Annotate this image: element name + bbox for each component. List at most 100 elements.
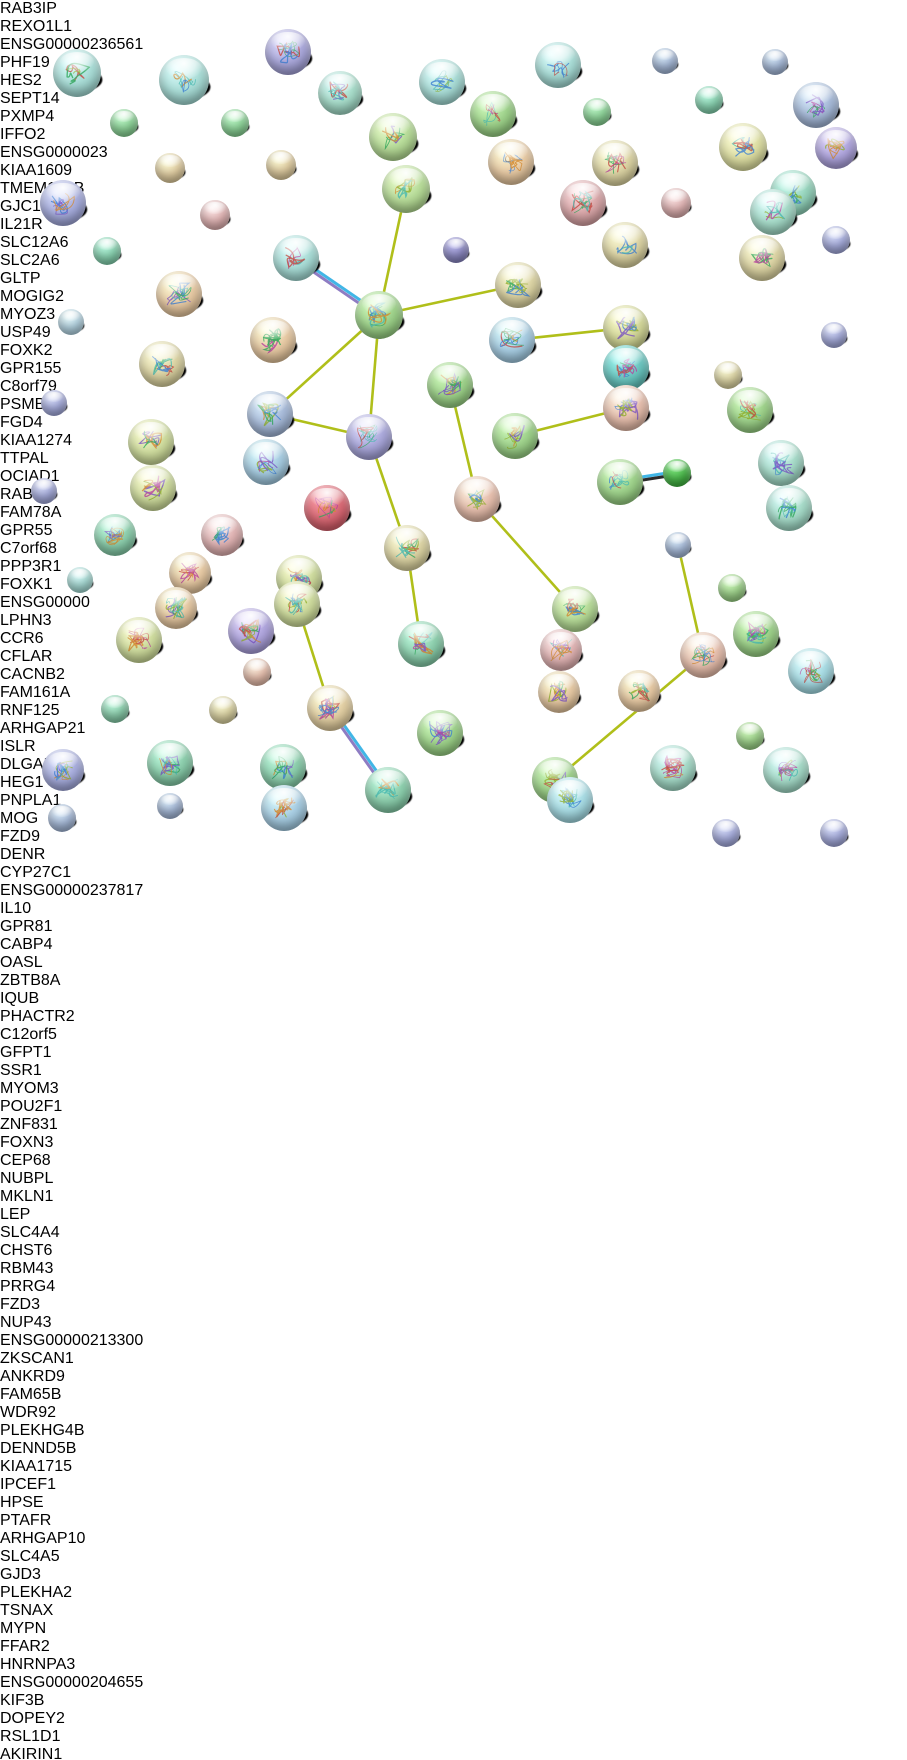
node-sphere[interactable]: [365, 767, 411, 813]
node-sphere[interactable]: [766, 485, 812, 531]
node-sphere[interactable]: [739, 235, 785, 281]
node-sphere[interactable]: [250, 317, 296, 363]
edge-ANKRD9-SLC4A5[interactable]: [568, 666, 690, 769]
node-sphere[interactable]: [419, 59, 465, 105]
node-sphere[interactable]: [93, 237, 121, 265]
node-sphere[interactable]: [718, 574, 746, 602]
node-sphere[interactable]: [355, 291, 403, 339]
node-sphere[interactable]: [384, 525, 430, 571]
node-sphere[interactable]: [40, 180, 86, 226]
edge-PTAFR-FFAR2[interactable]: [338, 723, 378, 777]
node-sphere[interactable]: [346, 414, 392, 460]
node-sphere[interactable]: [260, 744, 306, 790]
node-sphere[interactable]: [663, 459, 691, 487]
edge-SLC4A4-ANKRD9[interactable]: [679, 555, 701, 637]
edge-GFPT1-SSR1[interactable]: [638, 474, 667, 483]
edge-POU2F1-FZD3[interactable]: [488, 512, 564, 596]
node-sphere[interactable]: [159, 55, 209, 105]
edge-PTAFR-FFAR2[interactable]: [340, 721, 380, 775]
node-sphere[interactable]: [763, 747, 809, 793]
edge-PRRG4-PTAFR[interactable]: [301, 621, 326, 691]
edge-CCR6-MOG[interactable]: [283, 327, 366, 403]
node-sphere[interactable]: [727, 387, 773, 433]
node-sphere[interactable]: [130, 465, 176, 511]
edge-GFPT1-SSR1[interactable]: [638, 471, 666, 479]
node-sphere[interactable]: [94, 514, 136, 556]
node-sphere[interactable]: [382, 165, 430, 213]
node-sphere[interactable]: [680, 632, 726, 678]
node-sphere[interactable]: [762, 49, 788, 75]
node-sphere[interactable]: [652, 48, 678, 74]
node-sphere[interactable]: [369, 113, 417, 161]
node-sphere[interactable]: [157, 793, 183, 819]
node-sphere[interactable]: [427, 362, 473, 408]
edge-GPR81-DENR[interactable]: [532, 411, 609, 433]
node-sphere[interactable]: [583, 98, 611, 126]
node-sphere[interactable]: [398, 621, 444, 667]
node-sphere[interactable]: [169, 552, 211, 594]
node-sphere[interactable]: [492, 413, 538, 459]
node-sphere[interactable]: [821, 322, 847, 348]
node-sphere[interactable]: [470, 91, 516, 137]
node-sphere[interactable]: [560, 180, 606, 226]
node-sphere[interactable]: [535, 42, 581, 88]
node-sphere[interactable]: [58, 309, 84, 335]
node-sphere[interactable]: [139, 341, 185, 387]
node-sphere[interactable]: [495, 262, 541, 308]
node-sphere[interactable]: [274, 581, 320, 627]
node-sphere[interactable]: [661, 188, 691, 218]
edge-FOXK2-CCR6[interactable]: [381, 207, 404, 297]
node-sphere[interactable]: [597, 459, 643, 505]
node-sphere[interactable]: [712, 819, 740, 847]
node-sphere[interactable]: [266, 150, 296, 180]
edge-MOG-IL10[interactable]: [288, 417, 351, 434]
node-sphere[interactable]: [793, 82, 839, 128]
node-sphere[interactable]: [750, 189, 796, 235]
node-sphere[interactable]: [221, 109, 249, 137]
edge-GPR55-CCR6[interactable]: [309, 268, 363, 307]
node-sphere[interactable]: [820, 819, 848, 847]
node-sphere[interactable]: [454, 476, 500, 522]
node-sphere[interactable]: [155, 587, 197, 629]
node-sphere[interactable]: [665, 532, 691, 558]
node-sphere[interactable]: [273, 235, 319, 281]
node-sphere[interactable]: [200, 200, 230, 230]
node-sphere[interactable]: [650, 745, 696, 791]
node-sphere[interactable]: [540, 629, 582, 671]
node-sphere[interactable]: [155, 153, 185, 183]
node-sphere[interactable]: [110, 109, 138, 137]
node-sphere[interactable]: [228, 608, 274, 654]
node-sphere[interactable]: [719, 123, 767, 171]
node-sphere[interactable]: [758, 440, 804, 486]
node-sphere[interactable]: [695, 86, 723, 114]
node-sphere[interactable]: [304, 485, 350, 531]
node-sphere[interactable]: [265, 29, 311, 75]
edge-LEP-ECE1[interactable]: [408, 566, 420, 626]
node-sphere[interactable]: [209, 696, 237, 724]
node-sphere[interactable]: [714, 361, 742, 389]
node-sphere[interactable]: [443, 237, 469, 263]
node-sphere[interactable]: [603, 305, 649, 351]
node-sphere[interactable]: [243, 439, 289, 485]
node-sphere[interactable]: [822, 226, 850, 254]
node-sphere[interactable]: [53, 49, 101, 97]
node-sphere[interactable]: [201, 514, 243, 556]
node-sphere[interactable]: [42, 749, 84, 791]
node-sphere[interactable]: [603, 345, 649, 391]
node-sphere[interactable]: [788, 648, 834, 694]
node-sphere[interactable]: [116, 617, 162, 663]
node-sphere[interactable]: [156, 271, 202, 317]
node-sphere[interactable]: [243, 658, 271, 686]
node-sphere[interactable]: [261, 785, 307, 831]
edge-FZD9-POU2F1[interactable]: [453, 403, 474, 481]
edge-CCR6-CFLAR[interactable]: [397, 287, 500, 313]
node-sphere[interactable]: [247, 391, 293, 437]
node-sphere[interactable]: [602, 222, 648, 268]
node-sphere[interactable]: [31, 478, 57, 504]
node-sphere[interactable]: [489, 317, 535, 363]
edge-CCR6-IL10[interactable]: [369, 334, 379, 419]
node-sphere[interactable]: [538, 671, 580, 713]
node-sphere[interactable]: [618, 670, 660, 712]
node-sphere[interactable]: [736, 722, 764, 750]
